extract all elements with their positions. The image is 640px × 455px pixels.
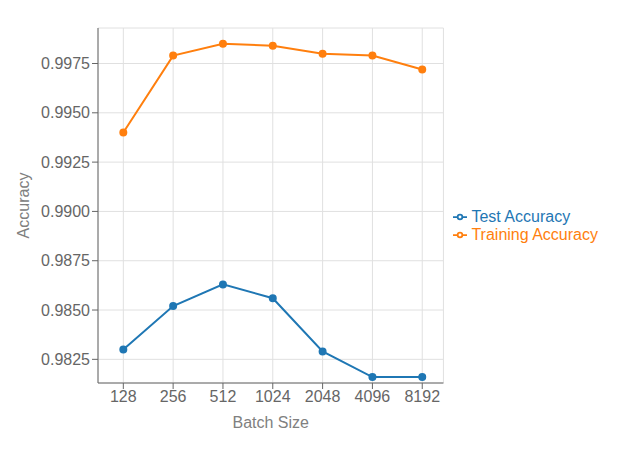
svg-text:Accuracy: Accuracy xyxy=(15,173,32,239)
svg-text:0.9850: 0.9850 xyxy=(41,302,90,319)
svg-text:4096: 4096 xyxy=(355,388,391,405)
svg-text:256: 256 xyxy=(160,388,187,405)
svg-text:8192: 8192 xyxy=(404,388,440,405)
html-text:Test Accuracy: Test Accuracy xyxy=(471,207,571,225)
svg-text:512: 512 xyxy=(210,388,237,405)
svg-text:0.9950: 0.9950 xyxy=(41,104,90,121)
svg-text:0.9975: 0.9975 xyxy=(41,55,90,72)
html-text:Training Accuracy: Training Accuracy xyxy=(471,225,598,243)
svg-text:1024: 1024 xyxy=(255,388,291,405)
svg-text:128: 128 xyxy=(110,388,137,405)
svg-text:Batch Size: Batch Size xyxy=(232,414,309,431)
svg-text:0.9825: 0.9825 xyxy=(41,351,90,368)
svg-text:0.9900: 0.9900 xyxy=(41,203,90,220)
svg-text:0.9875: 0.9875 xyxy=(41,252,90,269)
svg-text:2048: 2048 xyxy=(305,388,341,405)
svg-text:0.9925: 0.9925 xyxy=(41,154,90,171)
